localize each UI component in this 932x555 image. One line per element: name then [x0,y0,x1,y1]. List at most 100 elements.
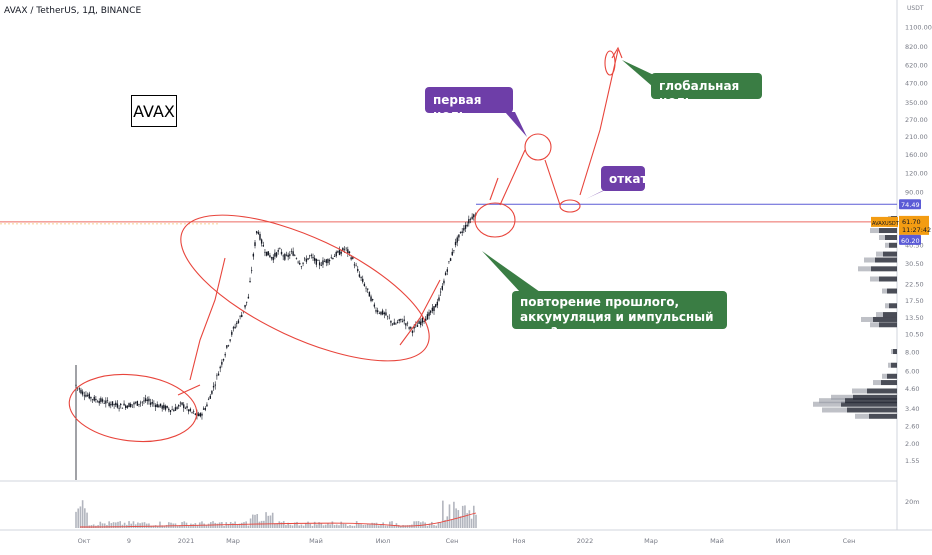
volume-bar [152,525,155,528]
x-tick-label: Май [309,537,323,545]
candle-body [415,324,417,326]
candle-body [123,403,125,406]
candle-body [96,401,99,403]
volume-profile-bar [813,401,841,407]
volume-bar [318,522,320,528]
volume-profile-bar [831,394,853,400]
candle-body [345,247,347,249]
candle-body [173,410,175,412]
candle-body [451,251,453,256]
candle-body [466,224,468,227]
candle-body [178,405,180,407]
candle-body [318,262,321,266]
volume-profile-bar [847,407,897,413]
volume-bar [168,522,170,528]
candle-body [449,258,452,261]
volume-profile-bar [879,276,897,282]
candle-body [121,407,124,409]
candle-body [227,345,230,346]
candle-body [391,323,394,325]
volume-bar [360,524,362,528]
candle-body [134,402,137,403]
volume-bar [322,525,325,528]
volume-profile-bar [879,235,885,240]
volume-bar [260,520,263,528]
volume-profile-bar [888,362,891,368]
candle-body [120,403,122,406]
volume-profile-bar [885,242,889,248]
volume-bar [249,518,252,528]
volume-bar [415,521,418,528]
pullback-circle [559,199,581,213]
y-tick-label: 13.50 [905,314,924,322]
candle-body [325,259,327,263]
x-tick-label: Июл [776,537,791,545]
volume-bar [203,523,205,528]
candle-body [269,255,271,258]
volume-bar [254,514,256,528]
y-tick-label: 820.00 [905,43,928,51]
volume-bar [466,513,468,528]
candle-body [448,261,450,263]
volume-profile-bar [855,413,869,419]
volume-bar [77,508,80,528]
candle-body [347,249,349,254]
volume-bar [143,522,146,528]
y-tick-label: 270.00 [905,116,928,124]
candle-body [299,262,301,265]
candle-body [338,249,341,255]
candle-body [280,251,283,255]
candle-body [216,375,218,377]
volume-bar [117,521,119,528]
volume-bar [201,521,203,528]
candle-body [352,257,354,259]
volume-bar [364,524,367,528]
candle-body [355,265,357,267]
volume-bar [355,521,358,528]
volume-bar [141,522,144,528]
candle-body [231,331,233,335]
volume-bar [163,525,166,528]
symbol-badge-bg [871,216,898,227]
candle-body [270,257,273,259]
candle-body [337,251,339,253]
volume-bar [366,523,369,528]
candle-body [312,257,314,259]
candle-body [201,413,203,416]
volume-profile-bar [883,251,897,257]
current-price: 61.70 [902,218,921,226]
candle-body [398,319,400,321]
candle-body [370,296,372,302]
volume-bar [101,523,104,528]
candle-body [183,404,185,408]
volume-profile-bar [879,322,897,328]
callout-pullback: откат [601,166,647,191]
volume-bar [216,523,219,528]
candle-body [111,401,114,406]
candle-body [441,285,443,290]
volume-bar [413,521,415,528]
candle-body [393,322,395,325]
current-price-badge-bg [899,215,929,235]
candle-body [279,248,281,249]
candle-body [315,258,318,265]
volume-bar [130,523,133,528]
candle-body [373,304,376,307]
candle-body [358,274,361,277]
volume-bar [267,515,270,528]
candle-body [395,323,397,325]
volume-bar [293,522,296,528]
volume-profile-bar [867,388,897,394]
candle-body [468,219,470,224]
volume-bar [263,520,265,528]
candle-body [371,299,374,301]
candle-body [425,318,427,321]
candle-body [249,281,251,282]
candle-body [365,287,367,289]
volume-profile-bar [861,316,873,322]
volume-bar [214,522,217,528]
y-tick-label: 90.00 [905,189,924,197]
y-tick-label: 210.00 [905,133,928,141]
candle-body [168,408,170,411]
